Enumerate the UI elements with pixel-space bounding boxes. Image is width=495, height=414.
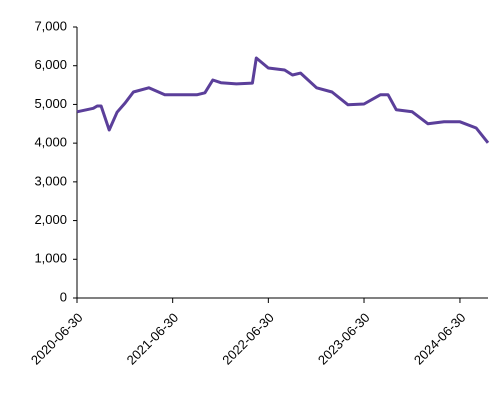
x-tick-label: 2024-06-30	[411, 310, 469, 368]
x-tick-label: 2020-06-30	[28, 310, 86, 368]
x-tick-label: 2023-06-30	[315, 310, 373, 368]
y-tick-label: 4,000	[34, 135, 67, 150]
y-tick-label: 6,000	[34, 57, 67, 72]
y-tick-label: 5,000	[34, 96, 67, 111]
x-tick-label: 2021-06-30	[124, 310, 182, 368]
y-tick-label: 1,000	[34, 251, 67, 266]
y-tick-label: 7,000	[34, 18, 67, 33]
line-series	[76, 56, 490, 144]
x-tick-label: 2022-06-30	[219, 310, 277, 368]
y-tick-label: 2,000	[34, 212, 67, 227]
y-tick-label: 0	[60, 289, 67, 304]
y-tick-label: 3,000	[34, 173, 67, 188]
